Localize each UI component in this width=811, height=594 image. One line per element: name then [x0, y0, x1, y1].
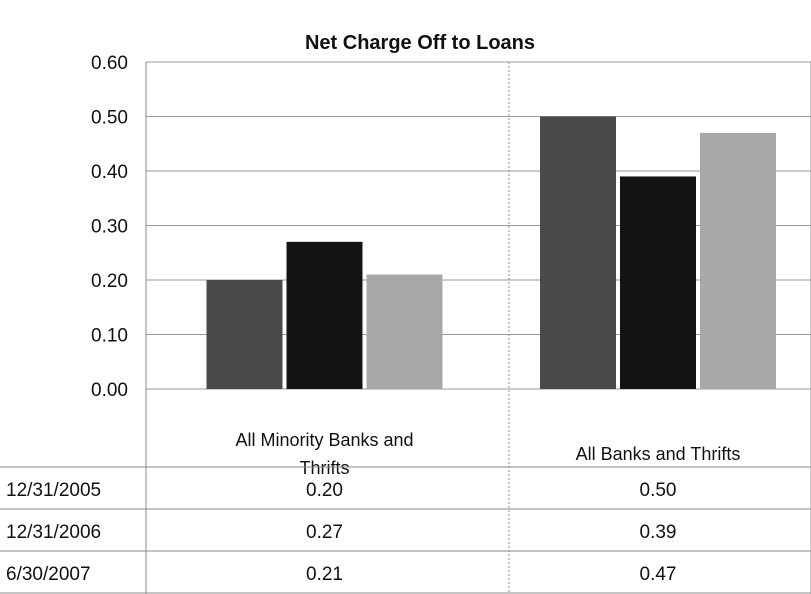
y-tick-label: 0.10 [91, 326, 128, 347]
y-tick-label: 0.50 [91, 108, 128, 129]
table-row-label: 12/31/2006 [6, 522, 101, 543]
y-axis: 0.00 0.10 0.20 0.30 0.40 0.50 0.60 [91, 53, 128, 401]
category-labels: All Minority Banks and Thrifts All Banks a… [235, 430, 740, 478]
table-cell-value: 0.27 [306, 522, 343, 543]
bars [206, 116, 776, 389]
bar [206, 280, 283, 389]
y-tick-label: 0.20 [91, 271, 128, 292]
y-tick-label: 0.30 [91, 217, 128, 238]
table-cell-value: 0.21 [306, 564, 343, 585]
table-cell-value: 0.50 [640, 480, 677, 501]
table-cell-value: 0.39 [640, 522, 677, 543]
bar [700, 132, 776, 389]
category-label: All Minority Banks and [235, 430, 413, 450]
category-label: All Banks and Thrifts [576, 444, 741, 464]
table-cell-value: 0.47 [640, 564, 677, 585]
y-tick-label: 0.00 [91, 380, 128, 401]
table-row-label: 12/31/2005 [6, 480, 101, 501]
category-label: Thrifts [299, 458, 349, 478]
table-cell-value: 0.20 [306, 480, 343, 501]
y-tick-label: 0.60 [91, 53, 128, 74]
bar [286, 241, 363, 389]
bar [620, 176, 696, 389]
data-table: 12/31/2005 0.20 0.50 12/31/2006 0.27 0.39 6/30… [0, 466, 811, 594]
chart-title: Net Charge Off to Loans [305, 32, 535, 54]
bar [540, 116, 616, 389]
table-row-label: 6/30/2007 [6, 564, 91, 585]
bar [366, 274, 443, 389]
y-tick-label: 0.40 [91, 162, 128, 183]
